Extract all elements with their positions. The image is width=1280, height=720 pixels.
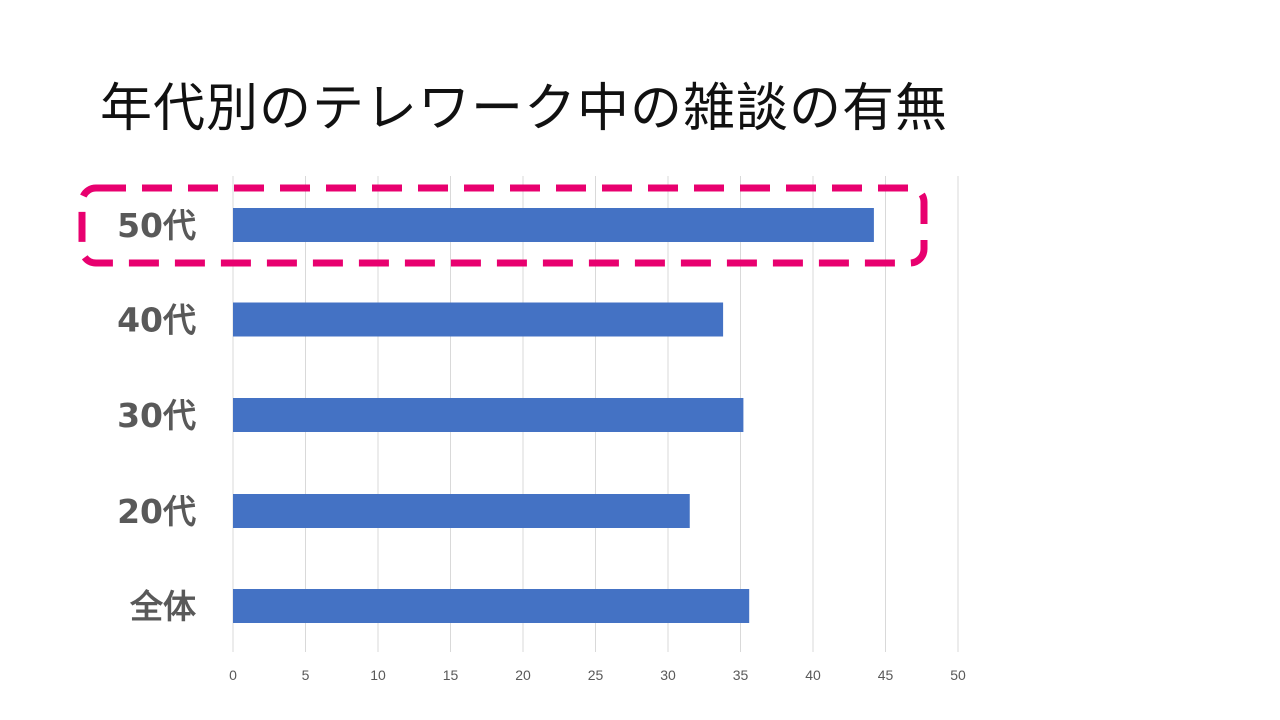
bar <box>233 302 724 337</box>
x-tick-label: 0 <box>229 667 237 683</box>
category-label: 50代 <box>117 206 196 245</box>
x-tick-label: 5 <box>302 667 310 683</box>
bars <box>233 208 874 623</box>
bar <box>233 398 744 432</box>
category-label: 全体 <box>129 587 196 626</box>
x-tick-label: 15 <box>443 667 459 683</box>
x-tick-label: 10 <box>370 667 386 683</box>
x-tick-label: 35 <box>733 667 749 683</box>
slide-title: 年代別のテレワーク中の雑談の有無 <box>100 79 949 139</box>
category-label: 20代 <box>117 492 196 531</box>
bar <box>233 208 874 242</box>
highlight-layer <box>78 184 928 267</box>
x-axis-tick-labels: 0 5 10 15 20 25 30 35 40 45 50 <box>229 667 966 683</box>
bar <box>233 494 690 528</box>
category-label: 30代 <box>117 396 196 435</box>
x-tick-label: 45 <box>878 667 894 683</box>
x-tick-label: 50 <box>950 667 966 683</box>
x-tick-label: 40 <box>805 667 821 683</box>
x-tick-label: 30 <box>660 667 676 683</box>
highlight-dashed-box <box>78 184 928 267</box>
x-tick-label: 25 <box>588 667 604 683</box>
bar <box>233 589 750 623</box>
x-tick-label: 20 <box>515 667 531 683</box>
category-label: 40代 <box>117 301 196 340</box>
